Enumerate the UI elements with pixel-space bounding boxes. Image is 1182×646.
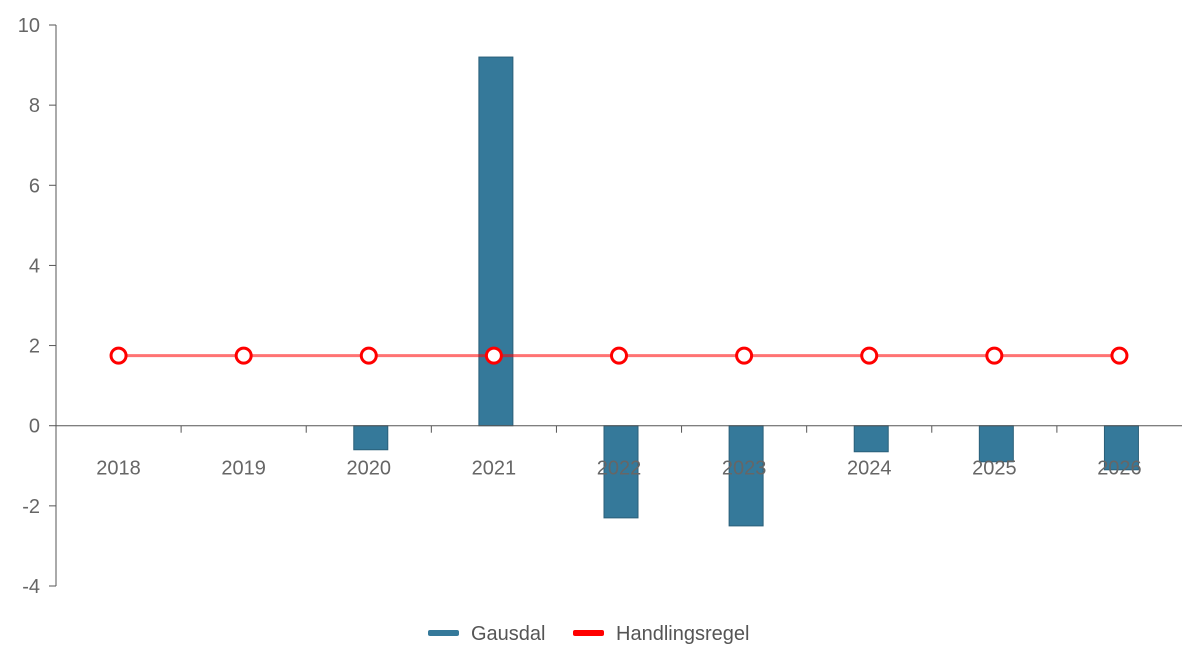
handlingsregel-point-2021 <box>484 346 503 365</box>
x-tick-label: 2022 <box>597 458 642 480</box>
handlingsregel-point-2025 <box>985 346 1004 365</box>
bar-2022 <box>603 425 639 519</box>
legend: Gausdal Handlingsregel <box>428 623 749 645</box>
y-tick-label: 8 <box>29 95 40 117</box>
bar-2023 <box>728 425 764 527</box>
handlingsregel-point-2019 <box>234 346 253 365</box>
y-axis-ticks: 10 8 6 4 2 0 -2 -4 <box>18 15 56 598</box>
bar-2024 <box>853 425 889 453</box>
x-axis-ticks: 2018 2019 2020 2021 2022 2023 2024 2025 2026 <box>96 425 1142 480</box>
y-tick-label: 10 <box>18 15 40 37</box>
legend-swatch-handlingsregel <box>573 630 604 636</box>
bar-2021 <box>478 56 514 427</box>
handlingsregel-point-2022 <box>610 346 628 365</box>
handlingsregel-point-2023 <box>735 346 754 365</box>
bar-2026 <box>1103 425 1139 471</box>
bar-2020 <box>353 425 389 451</box>
y-tick-label: 6 <box>29 175 40 197</box>
handlingsregel-point-2026 <box>1110 346 1129 365</box>
legend-label-gausdal: Gausdal <box>471 623 546 645</box>
legend-swatch-gausdal <box>428 630 459 636</box>
y-tick-label: -2 <box>22 496 40 518</box>
x-tick-label: 2023 <box>722 458 767 480</box>
handlingsregel-point-2024 <box>860 346 879 365</box>
y-tick-label: 0 <box>29 416 40 438</box>
handlingsregel-point-2018 <box>109 346 128 365</box>
handlingsregel-series <box>109 346 1129 365</box>
x-tick-label: 2025 <box>972 458 1017 480</box>
x-tick-label: 2020 <box>347 458 392 480</box>
handlingsregel-point-2020 <box>359 346 378 365</box>
x-tick-label: 2024 <box>847 458 892 480</box>
x-tick-label: 2019 <box>221 458 266 480</box>
x-tick-label: 2021 <box>472 458 517 480</box>
x-tick-label: 2026 <box>1097 458 1142 480</box>
legend-label-handlingsregel: Handlingsregel <box>616 623 749 645</box>
y-tick-label: 2 <box>29 336 40 358</box>
y-tick-label: 4 <box>29 255 40 277</box>
y-tick-label: -4 <box>22 576 40 598</box>
axes <box>55 25 1182 586</box>
gausdal-bars <box>353 56 1139 527</box>
x-tick-label: 2018 <box>96 458 141 480</box>
bar-2025 <box>978 425 1014 463</box>
